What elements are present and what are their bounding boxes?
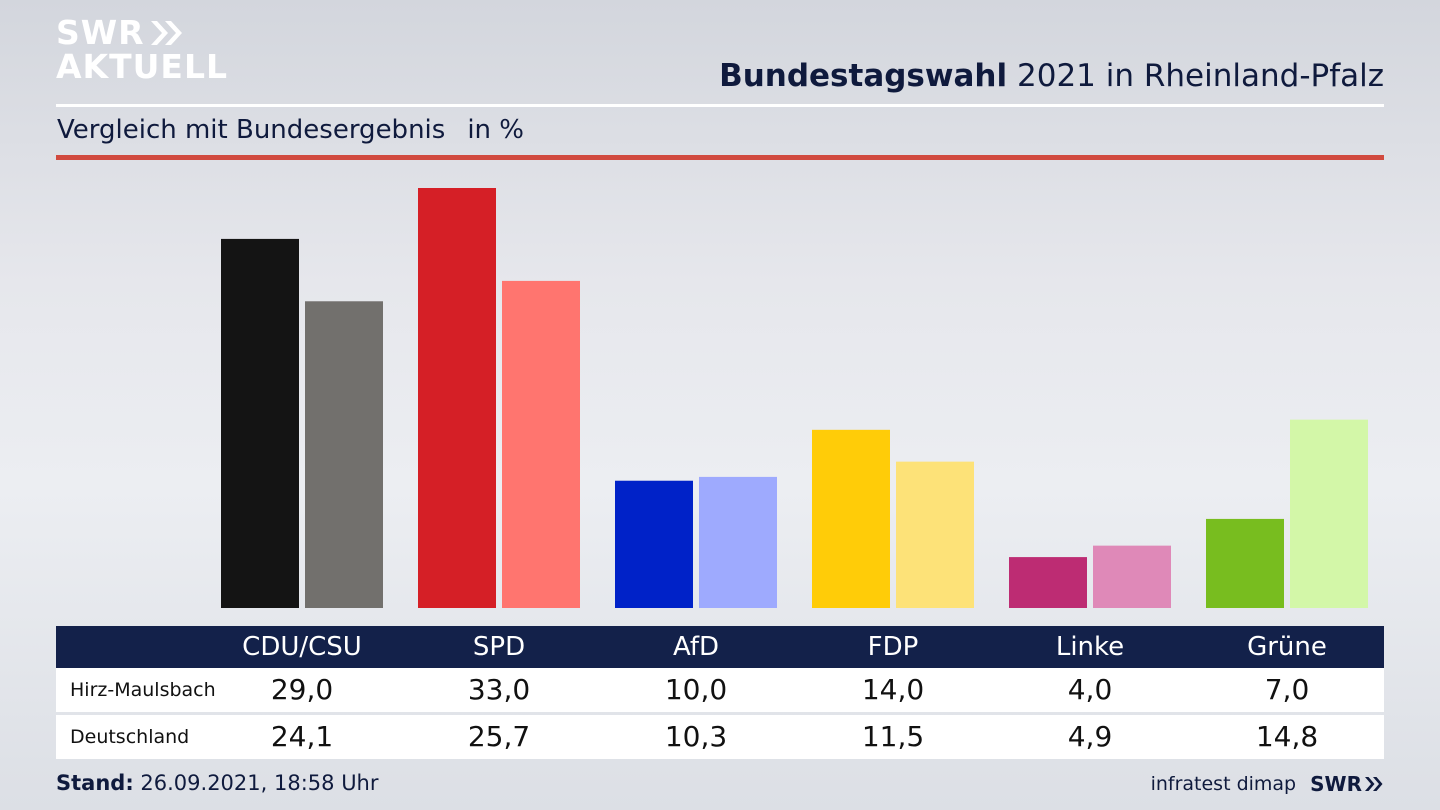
bar-gr-ne-hirz-maulsbach [1206, 518, 1284, 608]
row-label: Hirz-Maulsbach [70, 679, 216, 701]
swr-logo-small: SWR [1310, 772, 1384, 796]
bar-cdu-csu-hirz-maulsbach [221, 238, 299, 608]
subtitle-text: Vergleich mit Bundesergebnis [57, 115, 446, 145]
subtitle-divider [56, 155, 1384, 160]
unit-label: in % [467, 115, 524, 145]
value-cell: 29,0 [270, 673, 334, 706]
bar-linke-hirz-maulsbach [1009, 557, 1087, 608]
value-cell: 14,0 [861, 673, 925, 706]
value-cell: 10,3 [664, 720, 728, 753]
category-label: FDP [867, 632, 919, 662]
table-row: Hirz-Maulsbach 29,0 33,0 10,0 14,0 4,0 7,0 [56, 668, 1384, 712]
header-divider [56, 104, 1384, 107]
double-chevron-icon [150, 21, 182, 45]
party-header-row: CDU/CSU SPD AfD FDP Linke Grüne [56, 626, 1384, 668]
value-cell: 4,0 [1067, 673, 1113, 706]
bar-cdu-csu-deutschland [305, 301, 383, 608]
value-cell: 11,5 [861, 720, 925, 753]
bar-gr-ne-deutschland [1290, 419, 1368, 608]
title-bold: Bundestagswahl [719, 58, 1008, 94]
row-label: Deutschland [70, 726, 190, 748]
page-title: Bundestagswahl 2021 in Rheinland-Pfalz [719, 58, 1384, 94]
logo-text-swr: SWR [56, 13, 145, 52]
category-label: Grüne [1247, 632, 1327, 662]
table-row: Deutschland 24,1 25,7 10,3 11,5 4,9 14,8 [56, 715, 1384, 759]
bar-linke-deutschland [1093, 545, 1171, 608]
results-table: CDU/CSU SPD AfD FDP Linke Grüne Hirz-Maulsbac… [56, 626, 1384, 759]
swr-aktuell-logo: SWR AKTUELL [56, 16, 228, 84]
stand-value: 26.09.2021, 18:58 Uhr [140, 771, 379, 795]
category-label: CDU/CSU [242, 632, 362, 662]
swr-logo-text: SWR [1310, 772, 1362, 796]
value-cell: 10,0 [664, 673, 728, 706]
category-label: AfD [672, 632, 720, 662]
title-rest: 2021 in Rheinland-Pfalz [1017, 58, 1384, 94]
value-cell: 25,7 [467, 720, 531, 753]
bar-spd-hirz-maulsbach [418, 188, 496, 608]
bar-fdp-deutschland [896, 461, 974, 608]
value-cell: 4,9 [1067, 720, 1113, 753]
bar-afd-deutschland [699, 476, 777, 608]
value-cell: 24,1 [270, 720, 334, 753]
timestamp: Stand: 26.09.2021, 18:58 Uhr [56, 771, 379, 795]
category-label: SPD [472, 632, 526, 662]
chart-subtitle: Vergleich mit Bundesergebnis in % [57, 115, 524, 145]
source-text: infratest dimap [1150, 773, 1297, 795]
logo-text-aktuell: AKTUELL [56, 47, 229, 86]
bar-fdp-hirz-maulsbach [812, 429, 890, 608]
value-cell: 14,8 [1255, 720, 1319, 753]
value-cell: 33,0 [467, 673, 531, 706]
stand-label: Stand: [56, 771, 134, 795]
bar-afd-hirz-maulsbach [615, 480, 693, 608]
source-credit: infratest dimap SWR [1151, 772, 1384, 796]
double-chevron-icon [1365, 777, 1383, 791]
bar-spd-deutschland [502, 280, 580, 608]
value-cell: 7,0 [1264, 673, 1310, 706]
category-label: Linke [1055, 632, 1125, 662]
